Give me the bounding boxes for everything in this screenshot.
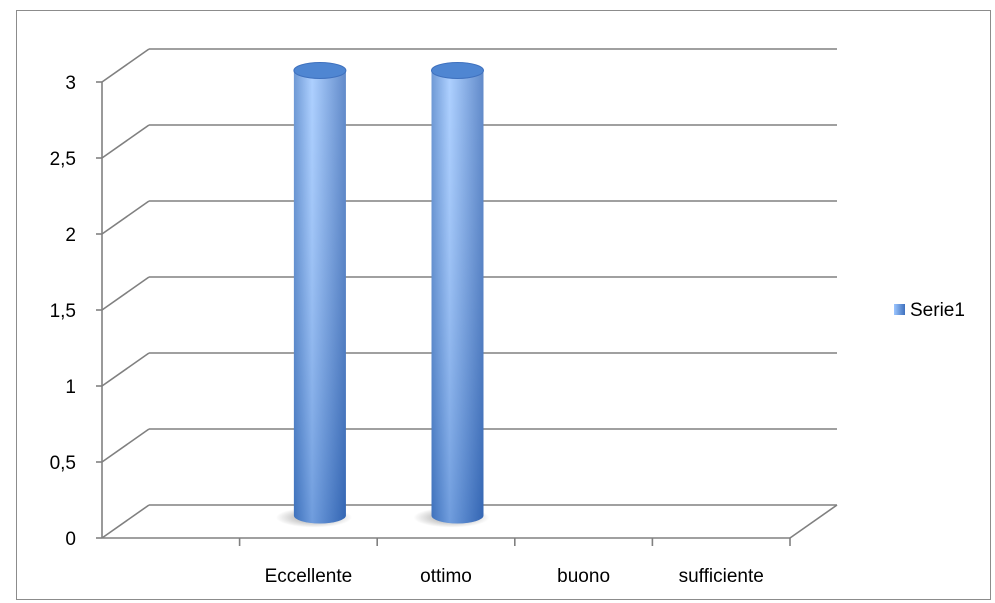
x-tick-label-3: sufficiente [679, 566, 764, 587]
x-tick-label-1: ottimo [420, 566, 472, 587]
x-tick-label-0: Eccellente [265, 566, 353, 587]
wall-diagonal-0 [101, 504, 150, 539]
legend-swatch [894, 304, 905, 315]
chart-frame [16, 10, 991, 600]
floor-right-edge [789, 504, 838, 539]
bar-ottimo [413, 62, 490, 528]
y-tick-label-3: 1,5 [50, 301, 76, 322]
grid-layer [101, 48, 837, 539]
y-tick-label-4: 2 [65, 225, 76, 246]
wall-diagonal-2 [101, 352, 150, 387]
bar-top [431, 62, 484, 79]
wall-diagonal-5 [101, 124, 150, 159]
bar-body-shade [293, 70, 346, 524]
axis-layer [96, 81, 838, 546]
y-tick-label-5: 2,5 [50, 149, 76, 170]
bars-layer [275, 62, 490, 528]
wall-diagonal-4 [101, 200, 150, 235]
wall-diagonal-1 [101, 428, 150, 463]
bar-eccellente [275, 62, 352, 528]
labels-layer: 0 0,5 1 1,5 2 2,5 3 Eccellente ottimo buono suffic… [50, 73, 764, 587]
bar-top [293, 62, 347, 79]
y-tick-label-6: 3 [65, 73, 76, 94]
legend: Serie1 [894, 300, 965, 321]
wall-diagonal-6 [101, 48, 150, 83]
wall-diagonal-3 [101, 276, 150, 311]
legend-label-serie1: Serie1 [910, 300, 965, 321]
y-tick-label-1: 0,5 [50, 453, 76, 474]
bar-body-shade [431, 70, 484, 524]
y-tick-label-2: 1 [65, 377, 76, 398]
x-tick-label-2: buono [557, 566, 610, 587]
y-tick-label-0: 0 [65, 529, 76, 550]
